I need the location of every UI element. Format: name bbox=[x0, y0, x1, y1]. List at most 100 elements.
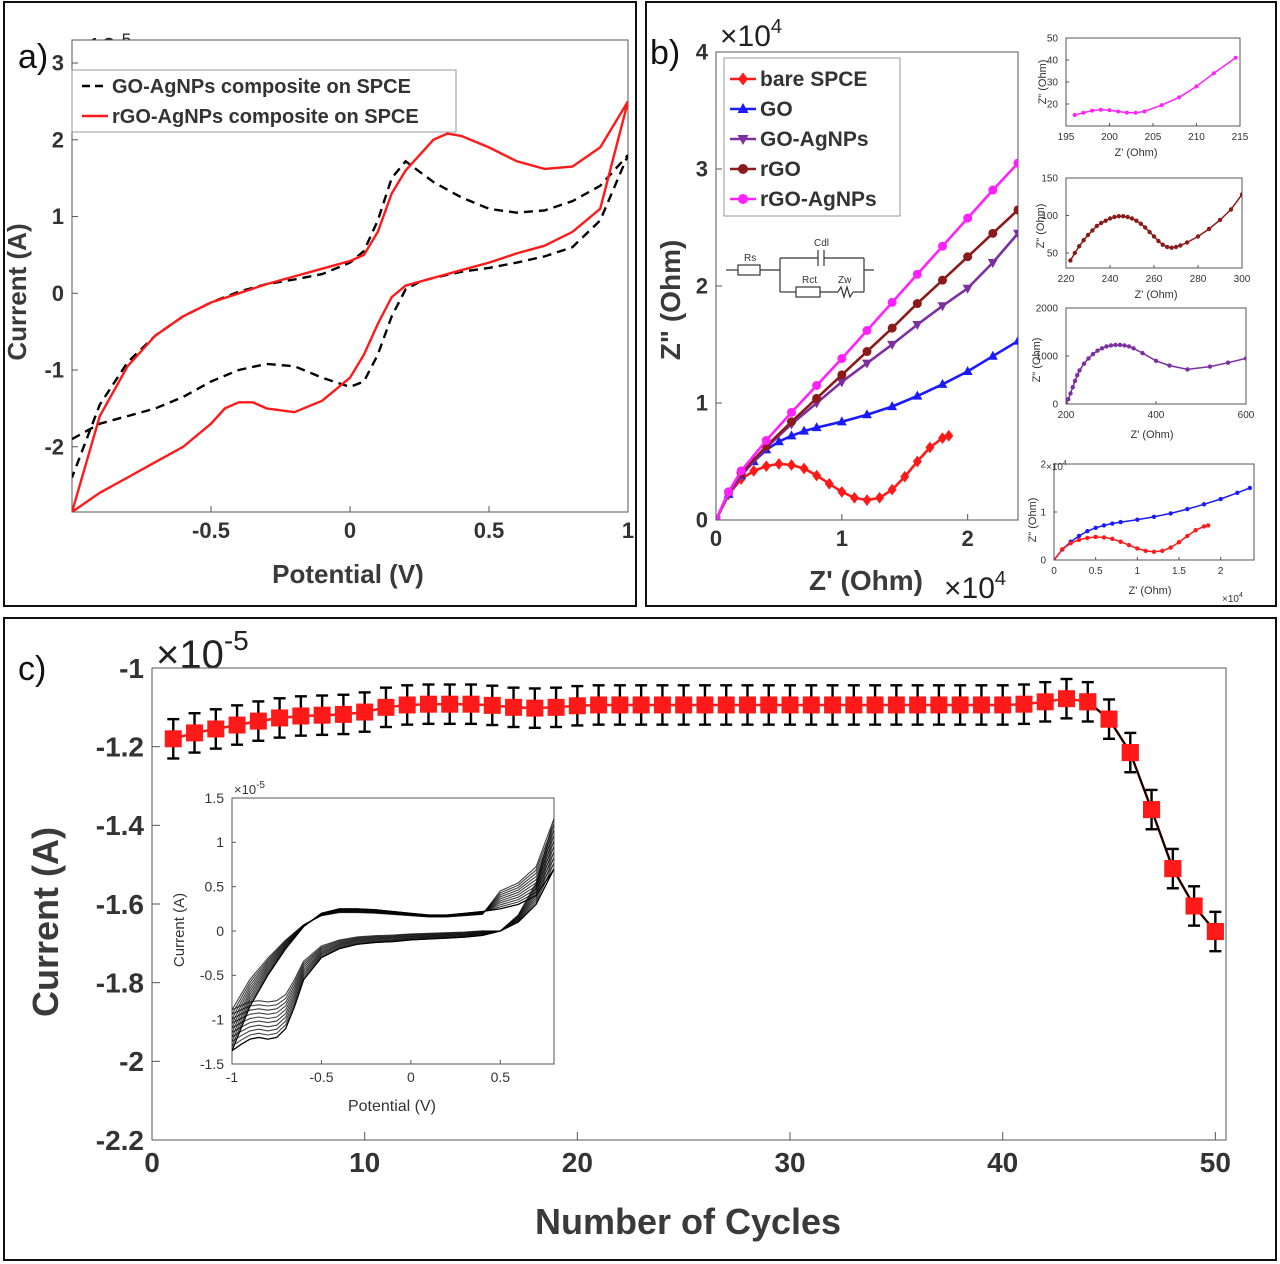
y-tick-label: 3 bbox=[696, 157, 708, 182]
data-layer bbox=[1068, 192, 1242, 263]
data-point bbox=[1099, 346, 1105, 351]
data-point bbox=[632, 696, 650, 714]
data-point bbox=[334, 705, 352, 723]
data-point bbox=[824, 696, 842, 714]
data-point bbox=[988, 185, 998, 195]
data-point bbox=[1165, 244, 1170, 250]
y-tick-label: 2 bbox=[52, 127, 64, 152]
data-point bbox=[1075, 373, 1080, 378]
x-tick-label: 260 bbox=[1146, 274, 1163, 285]
data-point bbox=[987, 350, 998, 360]
data-point bbox=[1129, 216, 1135, 221]
data-point bbox=[1103, 218, 1108, 223]
data-point bbox=[938, 432, 947, 444]
y-tick-label: 50 bbox=[1047, 34, 1059, 45]
data-point bbox=[837, 370, 847, 380]
data-point bbox=[1013, 229, 1018, 239]
panel-b-x-exponent: ×104 bbox=[944, 568, 1006, 605]
data-point bbox=[1015, 695, 1033, 713]
data-point bbox=[1169, 245, 1174, 250]
panel-b-inset-3: 200 400 600 0 1000 2000 bbox=[1036, 304, 1255, 422]
x-tick-label: 0 bbox=[710, 526, 722, 551]
data-point bbox=[1013, 335, 1018, 345]
data-point bbox=[1086, 356, 1091, 361]
series-line bbox=[716, 208, 1018, 520]
data-point bbox=[1068, 541, 1073, 546]
data-point bbox=[186, 724, 204, 742]
data-point bbox=[1081, 238, 1086, 243]
data-point bbox=[1160, 548, 1165, 554]
x-tick-label: -1 bbox=[226, 1069, 239, 1085]
data-point bbox=[824, 477, 834, 490]
data-point bbox=[1156, 238, 1161, 244]
data-point bbox=[1126, 542, 1132, 548]
data-point bbox=[862, 325, 872, 335]
data-point bbox=[1060, 547, 1065, 552]
data-point bbox=[963, 213, 973, 223]
x-tick-label: 240 bbox=[1102, 274, 1119, 285]
legend-marker bbox=[737, 103, 749, 113]
panel-b-label: b) bbox=[650, 34, 680, 72]
y-tick-label: 20 bbox=[1047, 100, 1059, 111]
data-point bbox=[398, 696, 416, 714]
data-point bbox=[866, 696, 884, 714]
data-point bbox=[836, 378, 847, 388]
panel-a-label: a) bbox=[18, 38, 48, 76]
circuit-label-zw: Zw bbox=[838, 275, 852, 286]
data-point bbox=[1151, 234, 1157, 239]
data-point bbox=[1135, 546, 1140, 551]
data-point bbox=[1124, 110, 1129, 115]
x-tick-label: 2 bbox=[1218, 566, 1224, 577]
data-point bbox=[1133, 110, 1138, 115]
data-point bbox=[1185, 897, 1203, 915]
data-point bbox=[249, 712, 267, 730]
data-point bbox=[1079, 693, 1097, 711]
data-point bbox=[1140, 350, 1145, 356]
data-point bbox=[1168, 545, 1173, 550]
data-point bbox=[944, 429, 954, 442]
data-point bbox=[811, 422, 822, 432]
data-point bbox=[812, 393, 822, 403]
x-tick-label: 1.5 bbox=[1172, 566, 1186, 577]
data-point bbox=[862, 347, 872, 357]
x-tick-label: 2 bbox=[962, 526, 974, 551]
x-tick-label: 200 bbox=[1058, 410, 1075, 421]
data-point bbox=[787, 417, 796, 427]
x-tick-label: 50 bbox=[1200, 1147, 1231, 1178]
data-point bbox=[930, 696, 948, 714]
data-point bbox=[1217, 217, 1223, 223]
panel-b-ylabel: Z" (Ohm) bbox=[655, 240, 686, 361]
data-point bbox=[1195, 234, 1201, 239]
data-point bbox=[887, 297, 897, 307]
data-point bbox=[937, 302, 948, 312]
legend-label-go: GO bbox=[760, 98, 793, 121]
x-tick-label: -0.5 bbox=[192, 518, 230, 543]
data-point bbox=[912, 269, 922, 279]
x-tick-label: 0.5 bbox=[474, 518, 505, 543]
panel-b-plot: 0 1 2 0 1 2 3 4 bbox=[696, 40, 1019, 551]
data-point bbox=[912, 390, 923, 400]
data-point bbox=[1072, 378, 1078, 384]
panel-c-exponent: ×10-5 bbox=[156, 625, 249, 677]
data-point bbox=[749, 465, 759, 477]
data-point bbox=[862, 409, 872, 419]
data-point bbox=[799, 425, 810, 435]
data-point bbox=[812, 380, 822, 390]
x-tick-label: 0 bbox=[144, 1147, 160, 1178]
y-tick-label: -1.5 bbox=[200, 1056, 224, 1072]
data-point bbox=[1143, 225, 1148, 230]
data-point bbox=[228, 716, 246, 734]
data-point bbox=[925, 441, 935, 454]
data-layer bbox=[72, 100, 628, 512]
panel-c-xlabel: Number of Cycles bbox=[535, 1201, 841, 1242]
data-layer bbox=[1054, 485, 1253, 560]
y-tick-label: 100 bbox=[1041, 211, 1058, 222]
data-point bbox=[1118, 519, 1123, 525]
data-point bbox=[1160, 242, 1166, 247]
data-point bbox=[1081, 110, 1086, 115]
data-layer bbox=[232, 818, 554, 1052]
legend-label-rgo-agnps: rGO-AgNPs composite on SPCE bbox=[112, 106, 419, 128]
data-point bbox=[900, 470, 910, 483]
data-point bbox=[802, 696, 820, 714]
